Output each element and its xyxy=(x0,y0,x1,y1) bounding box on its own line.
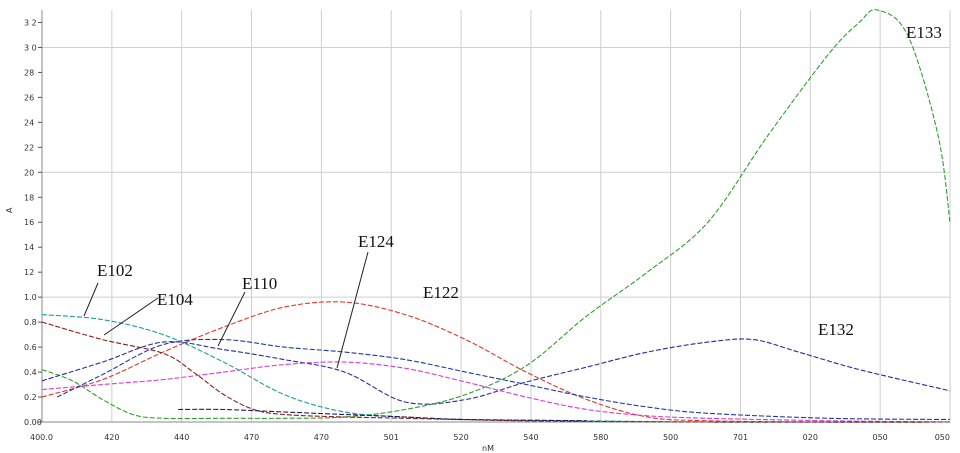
y-tick-label: 1.0 xyxy=(24,293,37,302)
series-line-e102 xyxy=(41,314,951,423)
vertical-gridlines xyxy=(111,10,951,422)
series-line-e124 xyxy=(41,361,951,423)
y-tick-label: 26 xyxy=(24,93,34,102)
series-line-e122 xyxy=(41,301,951,423)
x-tick-label: 020 xyxy=(803,433,818,442)
series-lines xyxy=(41,9,951,423)
pointer-e110 xyxy=(217,291,246,347)
x-tick-label: 500 xyxy=(663,433,678,442)
y-tick-label: 22 xyxy=(24,143,34,152)
annotation-e124: E124 xyxy=(358,232,394,251)
y-tick-label: 20 xyxy=(24,168,34,177)
x-tick-label: 400.0 xyxy=(30,433,53,442)
y-axis-label: A xyxy=(5,207,14,213)
y-tick-label: 18 xyxy=(24,193,34,202)
pointer-e104 xyxy=(103,297,159,336)
annotation-pointers xyxy=(83,251,369,369)
annotation-e133: E133 xyxy=(906,23,942,42)
y-tick-label: 24 xyxy=(24,118,34,127)
x-axis-label: nM xyxy=(482,444,494,453)
series-line-e110 xyxy=(56,338,951,421)
y-tick-label: 28 xyxy=(24,68,34,77)
y-tick-label: 0.8 xyxy=(24,318,37,327)
series-line-e104 xyxy=(41,321,951,423)
series-line-e132 xyxy=(41,338,951,405)
series-line-unlabeled xyxy=(178,408,587,422)
y-tick-label: 0.4 xyxy=(24,368,37,377)
y-tick-label: 0.2 xyxy=(24,393,37,402)
series-line-e133 xyxy=(41,9,951,420)
pointer-e102 xyxy=(83,282,99,317)
annotation-e132: E132 xyxy=(818,320,854,339)
y-tick-label: 16 xyxy=(24,218,34,227)
annotation-e110: E110 xyxy=(242,274,277,293)
y-tick-label: 14 xyxy=(24,243,34,252)
pointer-e124 xyxy=(336,251,369,369)
horizontal-gridlines xyxy=(42,46,950,298)
x-tick-labels: 400.0 420 440 470 470 501 520 540 580 500 701 020 05… xyxy=(30,433,950,442)
annotation-e122: E122 xyxy=(423,283,459,302)
x-tick-label: 420 xyxy=(104,433,119,442)
series-annotations: E102 E104 E110 E124 E122 E132 E133 xyxy=(97,23,942,339)
y-tick-label: 0.6 xyxy=(24,343,37,352)
y-tick-labels: 0.00 0.2 0.4 0.6 0.8 1.0 12 14 16 18 20 22 24 26 28 3 0… xyxy=(24,18,42,427)
annotation-e102: E102 xyxy=(97,261,133,280)
annotation-e104: E104 xyxy=(157,290,193,309)
x-tick-label: 701 xyxy=(733,433,748,442)
y-tick-label: 12 xyxy=(24,268,34,277)
x-tick-label: 580 xyxy=(593,433,608,442)
x-tick-label: 440 xyxy=(174,433,189,442)
x-tick-label: 050 xyxy=(873,433,888,442)
x-tick-label: 520 xyxy=(453,433,468,442)
x-tick-label: 470 xyxy=(314,433,329,442)
x-tick-label: 540 xyxy=(523,433,538,442)
x-tick-label: 470 xyxy=(244,433,259,442)
y-tick-label: 3 0 xyxy=(24,43,37,52)
x-tick-label: 050 xyxy=(935,433,950,442)
x-tick-label: 501 xyxy=(384,433,399,442)
y-tick-label: 0.00 xyxy=(24,418,42,427)
y-tick-label: 3 2 xyxy=(24,18,37,27)
